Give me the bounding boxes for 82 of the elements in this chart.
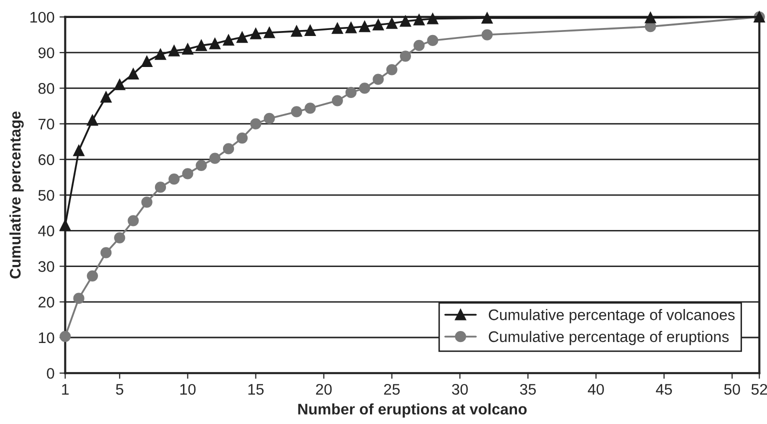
point — [427, 34, 438, 46]
point — [386, 18, 398, 29]
point — [250, 118, 262, 130]
y-tick-label: 60 — [38, 154, 54, 166]
point — [482, 29, 493, 40]
point — [196, 40, 207, 52]
point — [372, 74, 384, 85]
point — [427, 13, 438, 24]
point — [141, 196, 152, 208]
point — [73, 144, 84, 156]
point — [154, 182, 166, 193]
point — [168, 173, 180, 185]
point — [236, 132, 248, 144]
y-tick-label: 40 — [38, 226, 54, 236]
point — [414, 40, 425, 52]
y-tick-label: 20 — [38, 296, 54, 308]
point — [168, 45, 180, 56]
point — [182, 43, 194, 55]
y-tick-label: 30 — [38, 261, 54, 272]
point — [60, 330, 71, 342]
x-tick-label: 45 — [656, 384, 672, 395]
point — [291, 26, 302, 37]
point — [644, 12, 656, 24]
point — [332, 22, 343, 34]
point — [114, 232, 126, 244]
y-tick-label: 50 — [38, 190, 54, 201]
point — [359, 21, 370, 32]
y-tick-label: 80 — [38, 83, 54, 94]
point — [264, 27, 275, 38]
point — [60, 220, 71, 231]
point — [345, 86, 357, 98]
x-tick-label: 10 — [180, 384, 196, 395]
y-axis-title: Cumulative percentage — [9, 112, 24, 278]
x-axis-title: Number of eruptions at volcano — [298, 403, 527, 418]
point — [86, 270, 98, 282]
point — [236, 32, 248, 43]
point — [182, 168, 194, 180]
point — [400, 50, 412, 62]
point — [372, 19, 384, 30]
point — [304, 24, 316, 36]
point — [482, 12, 493, 24]
x-tick-label: 52 — [751, 384, 767, 395]
point — [400, 16, 412, 27]
x-tick-label: 1 — [62, 384, 69, 395]
point — [196, 160, 207, 172]
point — [345, 22, 357, 34]
point — [128, 68, 139, 80]
point — [414, 14, 425, 26]
point — [222, 143, 234, 154]
point — [209, 152, 220, 164]
point — [304, 102, 316, 114]
point — [86, 114, 98, 126]
point — [209, 38, 220, 50]
legend-label: Cumulative percentage of eruptions — [488, 330, 729, 346]
x-tick-label: 5 — [116, 384, 124, 395]
x-tick-label: 35 — [520, 384, 536, 395]
point — [141, 56, 152, 68]
point — [332, 95, 343, 106]
legend-label: Cumulative percentage of volcanoes — [488, 309, 735, 324]
y-tick-label: 70 — [38, 118, 54, 130]
point — [386, 64, 398, 76]
y-tick-label: 100 — [30, 12, 54, 23]
point — [359, 82, 370, 94]
y-tick-label: 0 — [46, 368, 54, 379]
point — [114, 79, 126, 90]
y-tick-label: 90 — [38, 47, 54, 58]
point — [291, 106, 302, 118]
point — [264, 112, 275, 124]
point — [250, 28, 262, 40]
point — [73, 292, 84, 304]
point — [128, 215, 139, 226]
x-tick-label: 15 — [248, 384, 264, 395]
x-tick-label: 20 — [316, 384, 332, 395]
point — [100, 247, 112, 258]
y-tick-label: 10 — [38, 332, 54, 344]
x-tick-label: 40 — [588, 384, 604, 395]
point — [100, 92, 112, 103]
point — [154, 48, 166, 60]
x-tick-label: 25 — [384, 384, 400, 395]
point — [222, 34, 234, 46]
x-tick-label: 50 — [724, 384, 740, 395]
x-tick-label: 30 — [452, 384, 468, 395]
